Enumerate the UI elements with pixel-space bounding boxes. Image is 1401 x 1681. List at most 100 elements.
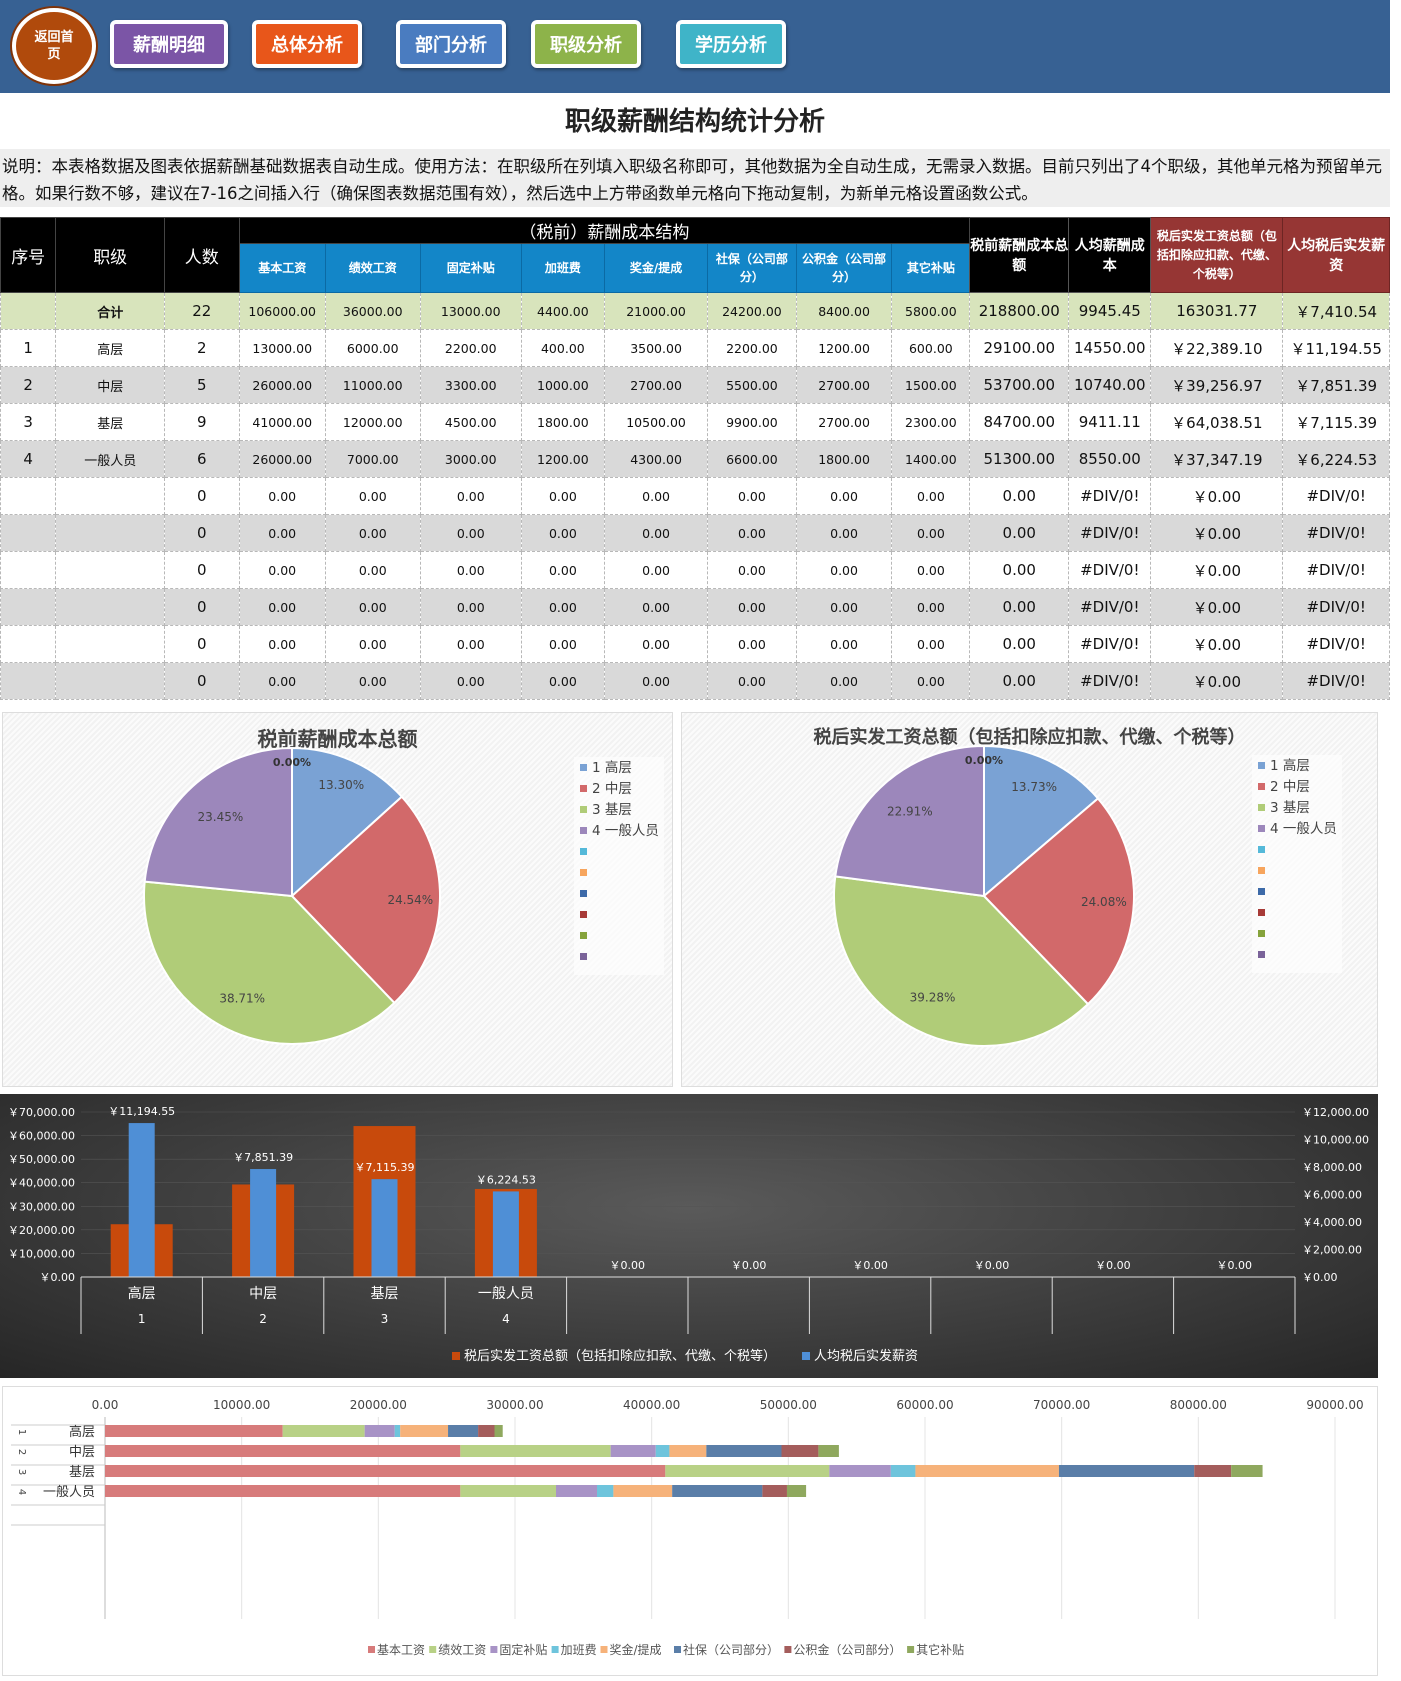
bar-avg-after[interactable]: [371, 1179, 398, 1277]
stacked-bar-segment[interactable]: [762, 1485, 787, 1497]
stacked-bar-segment[interactable]: [448, 1425, 479, 1437]
table-cell[interactable]: 高层: [55, 329, 166, 367]
home-button[interactable]: 返回首页: [12, 8, 96, 84]
stacked-bar-segment[interactable]: [105, 1445, 461, 1457]
table-cell: 0.00: [324, 662, 421, 700]
stacked-bar-segment[interactable]: [364, 1425, 395, 1437]
table-cell: 36000.00: [324, 292, 421, 330]
table-cell: 0.00: [891, 477, 971, 515]
stacked-bar-segment[interactable]: [282, 1425, 365, 1437]
stacked-bar-segment[interactable]: [494, 1425, 503, 1437]
table-cell: 0.00: [520, 662, 605, 700]
table-cell: 6: [164, 440, 240, 478]
x-tick: 10000.00: [213, 1398, 270, 1412]
stacked-bar-segment[interactable]: [672, 1485, 763, 1497]
nav-overall-analysis-button[interactable]: 总体分析: [252, 20, 362, 68]
stacked-bar-segment[interactable]: [669, 1445, 707, 1457]
nav-level-analysis-button[interactable]: 职级分析: [531, 20, 641, 68]
table-cell: 163031.77: [1150, 292, 1284, 330]
subheader-item: 基本工资: [238, 243, 326, 293]
stacked-bar-segment[interactable]: [706, 1445, 782, 1457]
stacked-bar-segment[interactable]: [400, 1425, 449, 1437]
nav-department-analysis-button[interactable]: 部门分析: [396, 20, 506, 68]
table-cell[interactable]: [55, 514, 166, 552]
table-cell: [0, 588, 57, 626]
legend-swatch: [1258, 888, 1265, 895]
stacked-bar-segment[interactable]: [890, 1465, 916, 1477]
table-cell: 3: [0, 403, 57, 441]
pie-slice[interactable]: [291, 746, 404, 899]
x-tick: 20000.00: [350, 1398, 407, 1412]
stacked-bar-segment[interactable]: [818, 1445, 839, 1457]
header-avg-after: 人均税后实发薪资: [1282, 217, 1390, 293]
stacked-bar-segment[interactable]: [394, 1425, 401, 1437]
nav-education-analysis-button[interactable]: 学历分析: [676, 20, 786, 68]
stacked-bar-segment[interactable]: [460, 1485, 556, 1497]
stacked-bar-segment[interactable]: [597, 1485, 614, 1497]
stacked-bar-segment[interactable]: [781, 1445, 819, 1457]
pie-slice[interactable]: [290, 795, 441, 1005]
legend-swatch: [490, 1646, 498, 1653]
stacked-bar-segment[interactable]: [613, 1485, 673, 1497]
pie-slice[interactable]: [983, 744, 1100, 899]
stacked-bar-segment[interactable]: [1194, 1465, 1232, 1477]
nav-salary-detail-button[interactable]: 薪酬明细: [110, 20, 228, 68]
stacked-bar-segment[interactable]: [556, 1485, 597, 1497]
bar-avg-after[interactable]: [128, 1123, 155, 1277]
category-index: 2: [259, 1312, 267, 1326]
table-cell: 600.00: [891, 329, 971, 367]
stacked-bar-segment[interactable]: [915, 1465, 1059, 1477]
pie1-title: 税前薪酬成本总额: [257, 727, 418, 751]
table-cell[interactable]: [55, 588, 166, 626]
table-cell: 0.00: [795, 477, 893, 515]
table-cell: 0.00: [238, 551, 326, 589]
salary-structure-table: 序号 职级 人数 （税前）薪酬成本结构 税前薪酬成本总额 人均薪酬成本 税后实发…: [0, 217, 1390, 704]
legend-swatch: [674, 1646, 681, 1653]
stacked-bar-segment[interactable]: [105, 1465, 666, 1477]
table-cell: 0.00: [603, 625, 709, 663]
stacked-bar-segment[interactable]: [1058, 1465, 1195, 1477]
y-right-tick: ￥4,000.00: [1302, 1216, 1362, 1229]
stacked-bar-segment[interactable]: [105, 1485, 461, 1497]
table-cell[interactable]: 基层: [55, 403, 166, 441]
table-cell[interactable]: [55, 551, 166, 589]
table-row: 0 0.00 0.00 0.00 0.00 0.00 0.00 0.00 0.00 0.00 #DI…: [0, 514, 1390, 552]
stacked-bar-segment[interactable]: [829, 1465, 891, 1477]
table-cell[interactable]: 中层: [55, 366, 166, 404]
bar-avg-after[interactable]: [250, 1169, 277, 1277]
stacked-bar-segment[interactable]: [478, 1425, 495, 1437]
table-cell[interactable]: [55, 662, 166, 700]
category-label: 一般人员: [43, 1484, 95, 1500]
pie-slice[interactable]: [833, 875, 1090, 1047]
x-tick: 70000.00: [1033, 1398, 1090, 1412]
stacked-bar-segment[interactable]: [105, 1425, 283, 1437]
table-cell: #DIV/0!: [1282, 662, 1390, 700]
table-cell: 2200.00: [707, 329, 797, 367]
table-cell: 0.00: [238, 588, 326, 626]
bar-avg-after[interactable]: [492, 1191, 519, 1277]
table-cell[interactable]: [55, 625, 166, 663]
pie-slice[interactable]: [143, 880, 396, 1045]
stacked-bar-segment[interactable]: [665, 1465, 830, 1477]
x-tick: 80000.00: [1170, 1398, 1227, 1412]
stacked-bar-segment[interactable]: [786, 1485, 807, 1497]
table-cell: ￥0.00: [1150, 551, 1284, 589]
pie-slice[interactable]: [982, 797, 1135, 1006]
table-cell[interactable]: [55, 477, 166, 515]
table-cell: 4400.00: [520, 292, 605, 330]
stacked-bar-segment[interactable]: [1231, 1465, 1263, 1477]
y-right-tick: ￥0.00: [1302, 1271, 1338, 1284]
stacked-bar-segment[interactable]: [460, 1445, 611, 1457]
table-cell: 12000.00: [324, 403, 421, 441]
y-right-tick: ￥8,000.00: [1302, 1161, 1362, 1174]
stacked-bar-segment[interactable]: [610, 1445, 656, 1457]
y-left-tick: ￥70,000.00: [8, 1106, 75, 1119]
stacked-bar-segment[interactable]: [655, 1445, 670, 1457]
table-cell[interactable]: 一般人员: [55, 440, 166, 478]
subheader-item: 加班费: [520, 243, 605, 293]
pie-slice[interactable]: [834, 744, 985, 898]
sum-label: 合计: [55, 292, 166, 330]
table-cell: 22: [164, 292, 240, 330]
pie-slice[interactable]: [143, 746, 293, 898]
description-text: 说明：本表格数据及图表依据薪酬基础数据表自动生成。使用方法：在职级所在列填入职级…: [0, 149, 1390, 207]
